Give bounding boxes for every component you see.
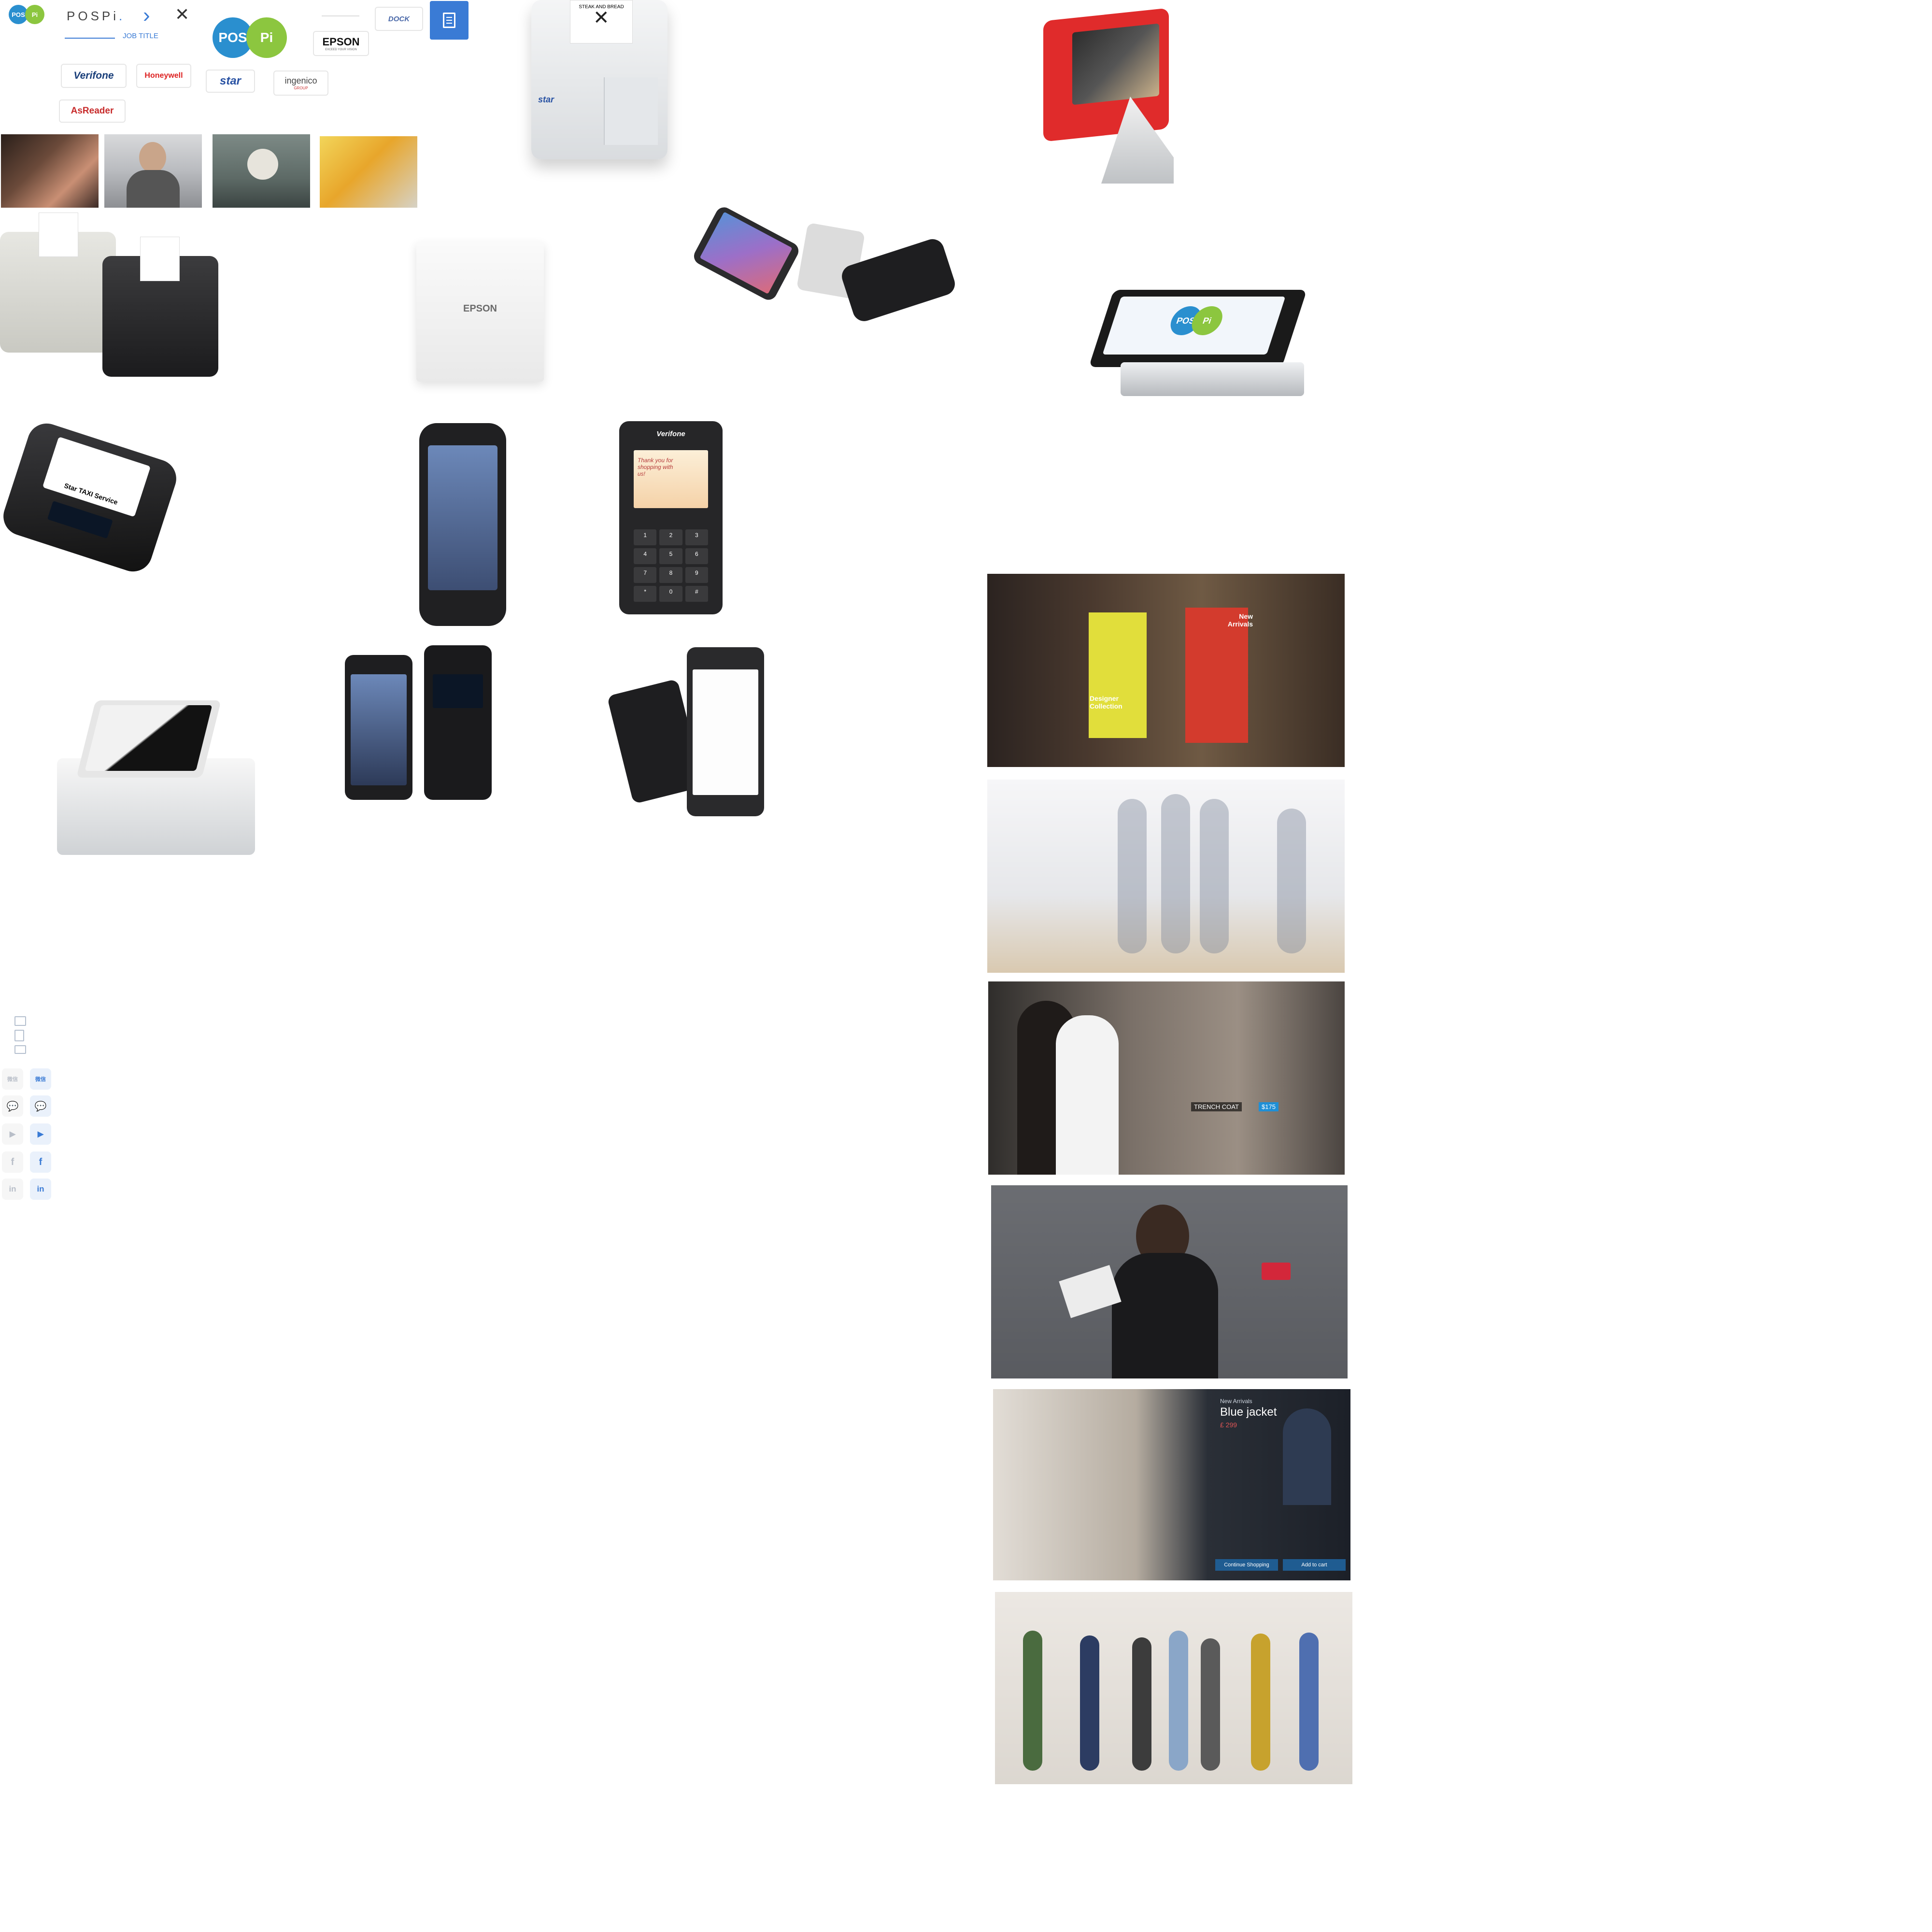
store-designer-collection: Designer Collection: [1090, 695, 1122, 710]
thumbnail-shop-counter[interactable]: [320, 136, 417, 208]
youtube-icon[interactable]: ▶: [2, 1123, 23, 1145]
pospi-tablet-screen: POS Pi: [1102, 297, 1286, 355]
receipt-paper: STEAK AND BREAD: [570, 0, 633, 43]
big-pi-circle: Pi: [246, 17, 287, 58]
job-title-label: JOB TITLE: [123, 32, 158, 40]
red-pos-terminal: [1024, 8, 1179, 188]
queue-shoppers-image[interactable]: [995, 1592, 1352, 1784]
big-pospi-logo: POS Pi: [213, 17, 287, 58]
ar-trench-coat-image[interactable]: TRENCH COAT $175: [988, 981, 1345, 1175]
document-button[interactable]: [430, 1, 469, 40]
kiosk-new-arrivals: New Arrivals: [1220, 1398, 1252, 1405]
chat-icon[interactable]: 💬: [2, 1095, 23, 1117]
woman-tablet-card-image[interactable]: [991, 1185, 1348, 1378]
rugged-iphone-case: [419, 423, 506, 626]
youtube-icon-active[interactable]: ▶: [30, 1123, 51, 1145]
thumbnail-ornament[interactable]: [213, 134, 310, 208]
brand-underline: [65, 38, 115, 39]
ingenico-logo[interactable]: ingenico GROUP: [273, 71, 328, 96]
sketch-shoppers-image[interactable]: [987, 780, 1345, 973]
verifone-logo[interactable]: Verifone: [61, 64, 127, 88]
printer-brand-label: star: [538, 95, 554, 104]
close-overlay-icon[interactable]: ✕: [593, 7, 610, 28]
trench-coat-label: TRENCH COAT: [1191, 1102, 1242, 1111]
wechat-icon[interactable]: 微信: [2, 1068, 23, 1090]
chat-icon-active[interactable]: 💬: [30, 1095, 51, 1117]
next-arrow-icon[interactable]: ›: [143, 3, 150, 27]
floating-device-icons: [14, 1016, 26, 1056]
kiosk-add-cart-button[interactable]: Add to cart: [1283, 1559, 1346, 1571]
dock-logo[interactable]: DOCK: [375, 7, 423, 31]
linkedin-icon-active[interactable]: in: [30, 1179, 51, 1200]
facebook-icon-active[interactable]: f: [30, 1151, 51, 1173]
document-icon: [443, 13, 455, 28]
linkedin-icon[interactable]: in: [2, 1179, 23, 1200]
star-logo[interactable]: star: [206, 70, 255, 93]
twin-sled-devices: [345, 645, 495, 805]
verifone-screen: Thank you for shopping with us!: [634, 450, 708, 508]
verifone-keypad: 1 2 3 4 5 6 7 8 9 * 0 #: [634, 529, 708, 602]
star-twin-printers: [0, 213, 218, 382]
store-window-image[interactable]: New Arrivals Designer Collection: [987, 574, 1345, 767]
verifone-handheld: Verifone Thank you for shopping with us!…: [619, 421, 723, 614]
iphone-card-reader: [607, 647, 764, 821]
epson-printer: EPSON: [416, 242, 544, 382]
tablet-icon[interactable]: [14, 1030, 24, 1041]
honeywell-logo[interactable]: Honeywell: [136, 64, 191, 88]
logo-pos-circle: POS: [9, 5, 28, 24]
iphone-sled-kit: [691, 204, 961, 328]
kiosk-title: Blue jacket: [1220, 1406, 1277, 1419]
star-printer-top: STEAK AND BREAD ✕ star: [531, 0, 668, 159]
epson-printer-label: EPSON: [463, 303, 497, 314]
asreader-logo[interactable]: AsReader: [59, 99, 126, 123]
logo-pi-circle: Pi: [25, 5, 44, 24]
tablet-stand-drawer: [57, 700, 258, 860]
wechat-icon-active[interactable]: 微信: [30, 1068, 51, 1090]
thumbnail-phone-payment[interactable]: [1, 134, 99, 208]
thumbnail-man-tablet[interactable]: [104, 134, 202, 208]
star-mobile-printer: Star TAXI Service: [0, 418, 182, 577]
epson-logo[interactable]: EPSON EXCEED YOUR VISION: [313, 31, 369, 56]
store-new-arrivals: New Arrivals: [1227, 612, 1253, 628]
printer-icon[interactable]: [14, 1045, 26, 1054]
facebook-icon[interactable]: f: [2, 1151, 23, 1173]
brand-title: POSPi.: [67, 9, 126, 23]
monitor-icon[interactable]: [14, 1016, 26, 1026]
verifone-brand-label: Verifone: [656, 430, 685, 438]
big-pos-circle: POS: [213, 17, 253, 58]
divider-line: [322, 15, 359, 16]
kiosk-price: £ 299: [1220, 1421, 1237, 1429]
pospi-tablet-terminal: POS Pi: [1089, 290, 1314, 401]
red-terminal-screen: [1072, 23, 1159, 105]
kiosk-continue-button[interactable]: Continue Shopping: [1215, 1559, 1278, 1571]
trench-coat-price: $175: [1259, 1102, 1279, 1111]
kiosk-blue-jacket-image[interactable]: New Arrivals Blue jacket £ 299 Continue …: [993, 1389, 1350, 1580]
header-logo[interactable]: POS Pi: [9, 4, 46, 25]
close-icon[interactable]: ✕: [175, 4, 190, 24]
